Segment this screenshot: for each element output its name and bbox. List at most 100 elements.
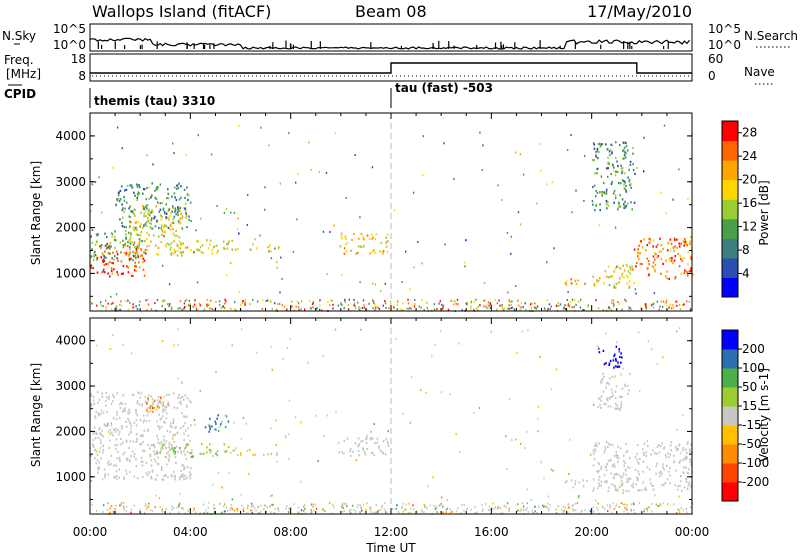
vel-echo-cell [133,452,136,455]
power-near-range-cell [450,300,452,302]
vel-near-range-cell [357,503,359,506]
power-scatter-cell [296,218,298,221]
vel-echo-cell [618,348,620,351]
power-echo-cell [127,266,130,269]
vel-echo-cell [141,404,143,407]
vel-echo-cell [116,443,119,447]
power-near-range-cell [513,308,516,311]
power-echo-cell [213,245,216,248]
power-echo-cell [129,215,132,219]
vel-near-range-cell [481,510,484,513]
vel-echo-cell [635,483,637,486]
power-echo-cell [113,235,116,239]
vel-near-range-cell [361,509,363,512]
power-near-range-cell [652,303,655,305]
vel-near-range-cell [130,508,133,511]
vel-echo-cell [98,467,101,470]
power-echo-cell [169,228,172,231]
power-echo-cell [683,272,686,275]
power-near-range-cell [536,305,539,308]
power-near-range-cell [496,308,498,311]
power-near-range-cell [503,307,506,310]
power-near-range-cell [418,305,420,308]
vel-near-range-cell [488,505,491,508]
vel-near-range-cell [313,509,315,512]
vel-echo-cell [613,354,615,358]
power-echo-cell [110,245,112,248]
power-echo-cell [605,275,608,278]
vel-echo-cell [94,415,96,418]
power-echo-cell [605,188,608,191]
power-scatter-cell [96,258,98,261]
vel-echo-cell [387,442,389,445]
vel-echo-cell [122,453,124,456]
vel-echo-cell [108,395,110,399]
vel-echo-cell [602,373,604,376]
power-scatter-cell [393,209,396,212]
vel-echo-cell [209,425,211,428]
vel-echo-cell [605,480,608,483]
vel-scatter-cell [294,416,297,419]
vel-near-range-cell [402,510,404,513]
power-near-range-cell [179,300,182,303]
vel-scatter-cell [420,389,422,392]
power-echo-cell [94,253,97,256]
vel-echo-cell [96,453,99,456]
power-echo-cell [662,262,664,265]
vel-echo-cell [249,448,251,451]
vel-near-range-cell [609,504,611,507]
vel-echo-cell [149,404,152,408]
power-scatter-cell [546,261,548,264]
power-echo-cell [645,249,647,252]
vel-near-range-cell [555,508,557,511]
vel-echo-cell [120,443,122,446]
vel-echo-cell [608,486,610,489]
power-echo-cell [125,253,127,256]
vel-echo-cell [159,399,161,402]
power-scatter-cell [210,153,213,156]
power-echo-cell [632,146,634,149]
power-echo-cell [128,207,130,210]
power-echo-cell [136,185,139,189]
vel-echo-cell [172,447,174,450]
power-echo-cell [616,160,618,163]
power-near-range-cell [167,303,169,306]
vel-echo-cell [602,390,605,393]
power-echo-cell [616,265,618,268]
power-echo-cell [143,274,146,277]
power-echo-cell [614,267,617,270]
vel-scatter-cell [552,469,554,472]
vel-echo-cell [135,409,137,412]
vel-near-range-cell [496,507,499,510]
power-echo-cell [677,252,679,255]
vel-near-range-cell [173,507,175,510]
vel-echo-cell [655,452,658,455]
vel-echo-cell [168,393,170,396]
power-near-range-cell [361,307,364,309]
vel-echo-cell [614,473,617,476]
power-echo-cell [122,246,125,249]
power-scatter-cell [146,154,148,157]
power-echo-cell [143,188,146,191]
power-near-range-cell [525,309,527,311]
power-echo-cell [655,245,658,248]
vel-echo-cell [685,477,688,481]
vel-scatter-cell [167,403,169,406]
vel-echo-cell [169,448,171,451]
power-near-range-cell [179,307,181,310]
vel-echo-cell [612,359,615,362]
power-echo-cell [102,260,104,263]
power-echo-cell [114,230,116,233]
vel-echo-cell [135,411,137,414]
power-echo-cell [197,249,200,252]
power-scatter-cell [630,183,632,186]
power-echo-cell [228,240,230,243]
power-near-range-cell [457,303,459,306]
vel-near-range-cell [567,511,569,514]
vel-echo-cell [162,415,164,418]
vel-near-range-cell [187,509,189,512]
power-near-range-cell [396,304,398,306]
vel-echo-cell [682,459,684,462]
power-echo-cell [196,240,198,243]
vel-near-range-cell [130,511,132,514]
